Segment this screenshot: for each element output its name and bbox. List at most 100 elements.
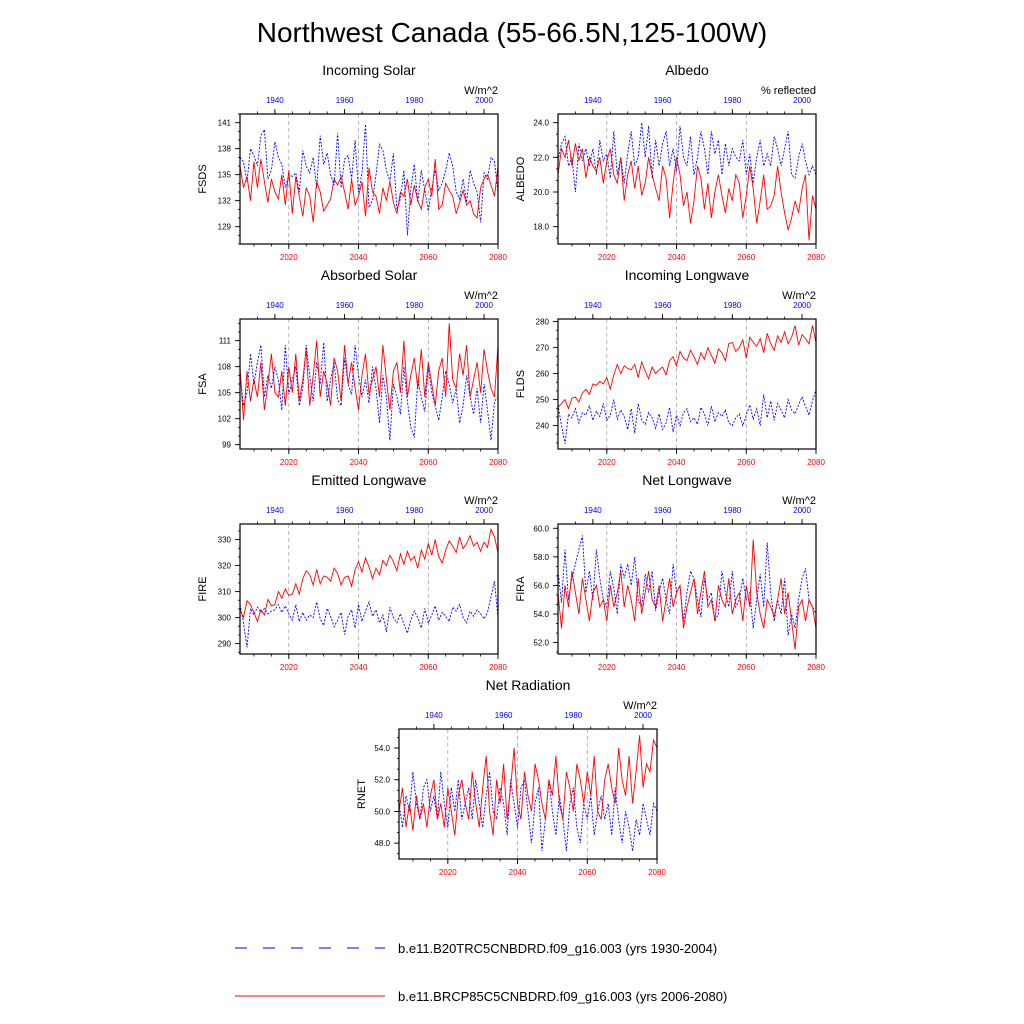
y-tick-label-absorbed-solar-108: 108 — [218, 363, 232, 372]
figure-title: Northwest Canada (55-66.5N,125-100W) — [257, 17, 767, 48]
top-tick-label-net-radiation-2000: 2000 — [634, 711, 652, 720]
top-tick-label-albedo-1980: 1980 — [723, 96, 741, 105]
series-line-historical-net-longwave — [557, 535, 817, 636]
y-tick-label-net-longwave-58.0: 58.0 — [533, 553, 549, 562]
top-tick-label-absorbed-solar-2000: 2000 — [475, 301, 493, 310]
plot-frame-incoming-solar — [239, 113, 499, 245]
series-line-historical-net-radiation — [398, 771, 658, 852]
y-tick-label-incoming-solar-129: 129 — [218, 223, 232, 232]
top-tick-label-net-longwave-1980: 1980 — [723, 506, 741, 515]
y-tick-label-incoming-longwave-240: 240 — [536, 422, 550, 431]
x-tick-label-net-longwave-2040: 2040 — [668, 663, 686, 672]
legend-label-historical: b.e11.B20TRC5CNBDRD.f09_g16.003 (yrs 193… — [398, 941, 717, 956]
top-tick-label-albedo-1940: 1940 — [584, 96, 602, 105]
panel-title-absorbed-solar: Absorbed Solar — [321, 267, 418, 283]
x-tick-label-incoming-longwave-2080: 2080 — [807, 458, 825, 467]
series-line-rcp85-absorbed-solar — [239, 323, 499, 421]
x-tick-label-emitted-longwave-2020: 2020 — [280, 663, 298, 672]
series-line-rcp85-net-radiation — [398, 735, 658, 836]
series-line-historical-emitted-longwave — [239, 581, 499, 648]
y-tick-label-incoming-solar-132: 132 — [218, 197, 232, 206]
units-label-net-longwave: W/m^2 — [782, 495, 816, 507]
y-axis-label-absorbed-solar: FSA — [197, 373, 209, 395]
plot-frame-net-radiation — [398, 728, 658, 860]
units-label-emitted-longwave: W/m^2 — [464, 495, 498, 507]
y-axis-label-net-longwave: FIRA — [515, 576, 527, 602]
x-tick-label-net-radiation-2020: 2020 — [439, 868, 457, 877]
y-axis-label-net-radiation: RNET — [356, 779, 368, 809]
x-tick-label-net-radiation-2080: 2080 — [648, 868, 666, 877]
y-tick-label-albedo-18.0: 18.0 — [533, 223, 549, 232]
y-tick-label-absorbed-solar-111: 111 — [219, 337, 232, 346]
series-line-rcp85-incoming-longwave — [557, 325, 817, 411]
x-tick-label-incoming-solar-2060: 2060 — [419, 253, 437, 262]
plot-frame-net-longwave — [557, 523, 817, 655]
y-tick-label-net-radiation-52.0: 52.0 — [374, 776, 390, 785]
top-tick-label-emitted-longwave-1940: 1940 — [266, 506, 284, 515]
y-tick-label-emitted-longwave-300: 300 — [218, 614, 232, 623]
top-tick-label-emitted-longwave-1980: 1980 — [405, 506, 423, 515]
plot-frame-incoming-longwave — [557, 318, 817, 450]
y-tick-label-albedo-24.0: 24.0 — [533, 119, 549, 128]
units-label-incoming-longwave: W/m^2 — [782, 290, 816, 302]
units-label-absorbed-solar: W/m^2 — [464, 290, 498, 302]
top-tick-label-net-longwave-1960: 1960 — [654, 506, 672, 515]
plot-frame-albedo — [557, 113, 817, 245]
top-tick-label-net-longwave-2000: 2000 — [793, 506, 811, 515]
top-tick-label-albedo-1960: 1960 — [654, 96, 672, 105]
x-tick-label-net-longwave-2080: 2080 — [807, 663, 825, 672]
top-tick-label-incoming-longwave-1940: 1940 — [584, 301, 602, 310]
top-tick-label-incoming-solar-1960: 1960 — [336, 96, 354, 105]
y-axis-label-albedo: ALBEDO — [515, 156, 527, 201]
top-tick-label-incoming-solar-1940: 1940 — [266, 96, 284, 105]
x-tick-label-incoming-longwave-2040: 2040 — [668, 458, 686, 467]
top-tick-label-emitted-longwave-1960: 1960 — [336, 506, 354, 515]
y-axis-label-emitted-longwave: FIRE — [197, 576, 209, 601]
x-tick-label-incoming-solar-2080: 2080 — [489, 253, 507, 262]
y-tick-label-net-longwave-52.0: 52.0 — [533, 639, 549, 648]
x-tick-label-incoming-solar-2020: 2020 — [280, 253, 298, 262]
panel-net-radiation: Net Radiation W/m^2 RNET 48.0 50.0 52.0 54.0 20… — [356, 677, 666, 877]
top-tick-label-incoming-longwave-2000: 2000 — [793, 301, 811, 310]
panel-title-incoming-solar: Incoming Solar — [322, 62, 416, 78]
y-axis-label-incoming-longwave: FLDS — [515, 370, 527, 398]
legend-label-rcp85: b.e11.BRCP85C5CNBDRD.f09_g16.003 (yrs 20… — [398, 989, 727, 1004]
panel-albedo: Albedo % reflected ALBEDO 18.0 20.0 22.0 24.0 2… — [515, 62, 825, 262]
y-tick-label-incoming-longwave-280: 280 — [536, 318, 550, 327]
x-tick-label-albedo-2020: 2020 — [598, 253, 616, 262]
panel-incoming-longwave: Incoming Longwave W/m^2 FLDS 240 250 260 270 28… — [515, 267, 825, 467]
x-tick-label-incoming-longwave-2060: 2060 — [737, 458, 755, 467]
panels: Incoming Solar W/m^2 FSDS 129 132 135 138 141 20… — [197, 62, 825, 877]
units-label-albedo: % reflected — [761, 85, 816, 97]
panel-title-albedo: Albedo — [665, 62, 709, 78]
panel-incoming-solar: Incoming Solar W/m^2 FSDS 129 132 135 138 141 20… — [197, 62, 507, 262]
y-tick-label-absorbed-solar-105: 105 — [218, 389, 232, 398]
panel-title-incoming-longwave: Incoming Longwave — [625, 267, 750, 283]
y-tick-label-absorbed-solar-102: 102 — [218, 415, 232, 424]
y-tick-label-net-longwave-56.0: 56.0 — [533, 581, 549, 590]
top-tick-label-net-radiation-1960: 1960 — [495, 711, 513, 720]
x-tick-label-net-radiation-2060: 2060 — [578, 868, 596, 877]
y-tick-label-albedo-22.0: 22.0 — [533, 153, 549, 162]
top-tick-label-incoming-solar-2000: 2000 — [475, 96, 493, 105]
top-tick-label-emitted-longwave-2000: 2000 — [475, 506, 493, 515]
top-tick-label-incoming-solar-1980: 1980 — [405, 96, 423, 105]
y-tick-label-net-radiation-54.0: 54.0 — [374, 744, 390, 753]
y-tick-label-emitted-longwave-320: 320 — [218, 562, 232, 571]
panel-emitted-longwave: Emitted Longwave W/m^2 FIRE 290 300 310 320 330… — [197, 472, 507, 672]
series-line-historical-incoming-solar — [239, 124, 499, 236]
x-tick-label-incoming-solar-2040: 2040 — [350, 253, 368, 262]
top-tick-label-absorbed-solar-1940: 1940 — [266, 301, 284, 310]
top-tick-label-albedo-2000: 2000 — [793, 96, 811, 105]
x-tick-label-incoming-longwave-2020: 2020 — [598, 458, 616, 467]
series-line-rcp85-incoming-solar — [239, 159, 499, 223]
y-tick-label-net-radiation-48.0: 48.0 — [374, 839, 390, 848]
y-tick-label-incoming-longwave-270: 270 — [536, 344, 550, 353]
units-label-net-radiation: W/m^2 — [623, 700, 657, 712]
y-tick-label-albedo-20.0: 20.0 — [533, 188, 549, 197]
x-tick-label-absorbed-solar-2040: 2040 — [350, 458, 368, 467]
panel-title-net-longwave: Net Longwave — [642, 472, 732, 488]
x-tick-label-absorbed-solar-2080: 2080 — [489, 458, 507, 467]
series-line-historical-absorbed-solar — [239, 342, 499, 441]
y-tick-label-emitted-longwave-310: 310 — [218, 588, 232, 597]
